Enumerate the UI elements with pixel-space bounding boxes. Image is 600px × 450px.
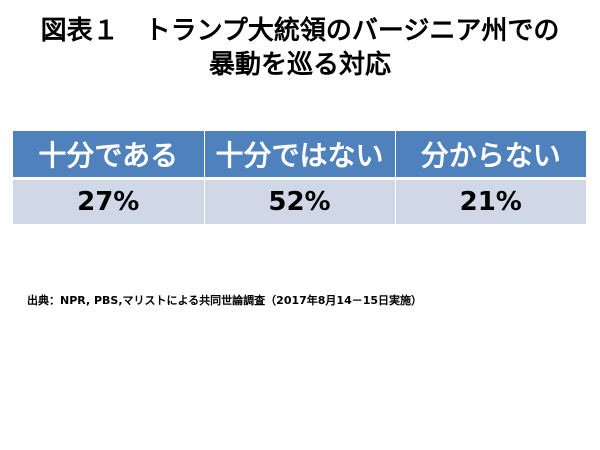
- figure-title-line-1: 図表１ トランプ大統領のバージニア州での: [40, 16, 560, 46]
- value-dont-know: 21%: [394, 178, 586, 224]
- figure-title-line-2: 暴動を巡る対応: [208, 50, 391, 80]
- header-dont-know: 分からない: [394, 131, 586, 180]
- value-not-sufficient: 52%: [203, 178, 395, 224]
- table-row: 27% 52% 21%: [13, 178, 586, 224]
- header-not-sufficient: 十分ではない: [203, 131, 395, 180]
- value-sufficient: 27%: [13, 178, 204, 224]
- header-sufficient: 十分である: [13, 131, 204, 180]
- source-note: 出典：NPR, PBS,マリストによる共同世論調査（2017年8月14－15日実…: [27, 294, 423, 307]
- poll-results-table: 十分である 十分ではない 分からない 27% 52% 21%: [13, 131, 586, 224]
- table-header-row: 十分である 十分ではない 分からない: [13, 131, 586, 180]
- figure-title: 図表１ トランプ大統領のバージニア州での 暴動を巡る対応: [0, 14, 600, 82]
